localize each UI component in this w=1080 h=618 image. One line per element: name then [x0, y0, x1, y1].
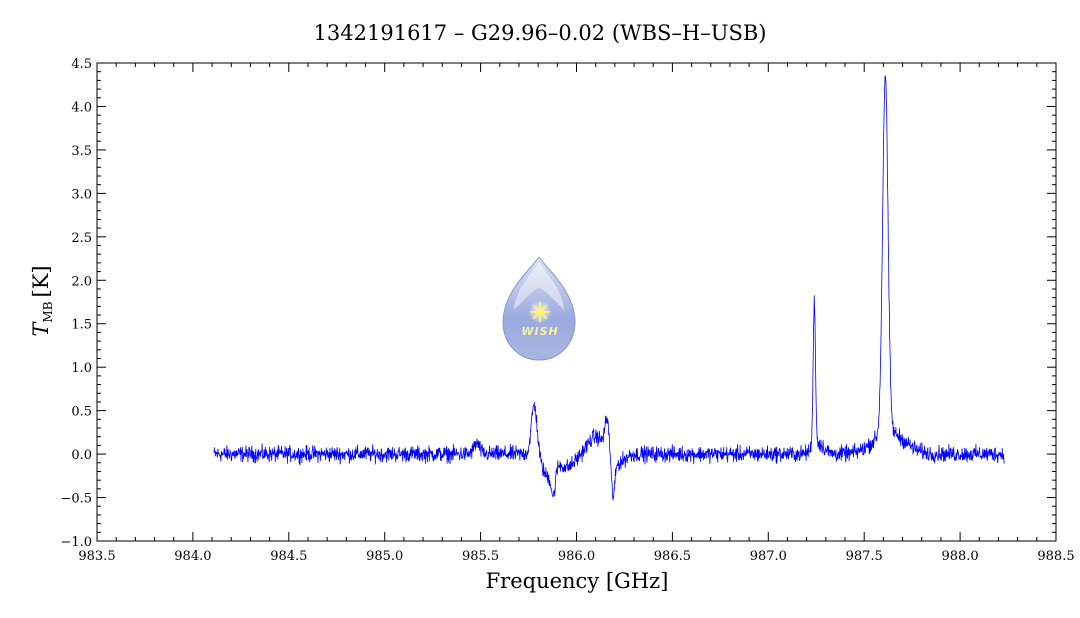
x-tick-label: 984.0 — [174, 549, 211, 564]
wish-logo: WISH — [502, 256, 576, 361]
y-tick-label: 4.0 — [71, 100, 92, 115]
x-tick-label: 985.5 — [462, 549, 499, 564]
y-tick-label: 3.0 — [71, 187, 92, 202]
y-tick-label: 0.5 — [71, 405, 92, 420]
y-axis-label-main: T — [29, 321, 53, 337]
x-tick-label: 986.5 — [654, 549, 691, 564]
star-icon — [530, 302, 550, 322]
y-tick-label: 1.5 — [71, 318, 92, 333]
y-tick-label: −1.0 — [60, 535, 92, 550]
y-tick-label: 2.5 — [71, 231, 92, 246]
x-tick-label: 987.0 — [750, 549, 787, 564]
x-tick-label: 988.0 — [941, 549, 978, 564]
y-tick-label: 1.0 — [71, 361, 92, 376]
y-tick-label: −0.5 — [60, 492, 92, 507]
x-tick-label: 983.5 — [78, 549, 115, 564]
y-axis-label: TMB [K] — [29, 265, 55, 336]
plot-frame — [96, 62, 1057, 542]
series-line-0 — [213, 75, 1005, 501]
y-tick-label: 4.5 — [71, 57, 92, 72]
y-axis-label-unit: [K] — [29, 265, 53, 297]
chart-title: 1342191617 – G29.96–0.02 (WBS–H–USB) — [314, 21, 767, 45]
x-tick-label: 988.5 — [1037, 549, 1074, 564]
y-axis-ticks: −1.0 −0.5 0.0 0.5 1.0 1.5 2.0 2.5 3.0 3.5 4.0 4.5 — [60, 57, 1056, 550]
x-axis-label: Frequency [GHz] — [486, 569, 669, 593]
x-tick-label: 985.0 — [366, 549, 403, 564]
x-tick-label: 987.5 — [846, 549, 883, 564]
y-tick-label: 0.0 — [71, 448, 92, 463]
series-layer — [213, 75, 1005, 501]
x-axis-ticks: 983.5 984.0 984.5 985.0 985.5 986.0 986.5 987.0… — [78, 63, 1075, 564]
y-tick-label: 3.5 — [71, 144, 92, 159]
x-tick-label: 986.0 — [558, 549, 595, 564]
y-tick-label: 2.0 — [71, 274, 92, 289]
plot-border — [96, 62, 1057, 542]
y-axis-label-sub: MB — [41, 301, 55, 322]
logo-text: WISH — [521, 325, 558, 338]
x-tick-label: 984.5 — [270, 549, 307, 564]
